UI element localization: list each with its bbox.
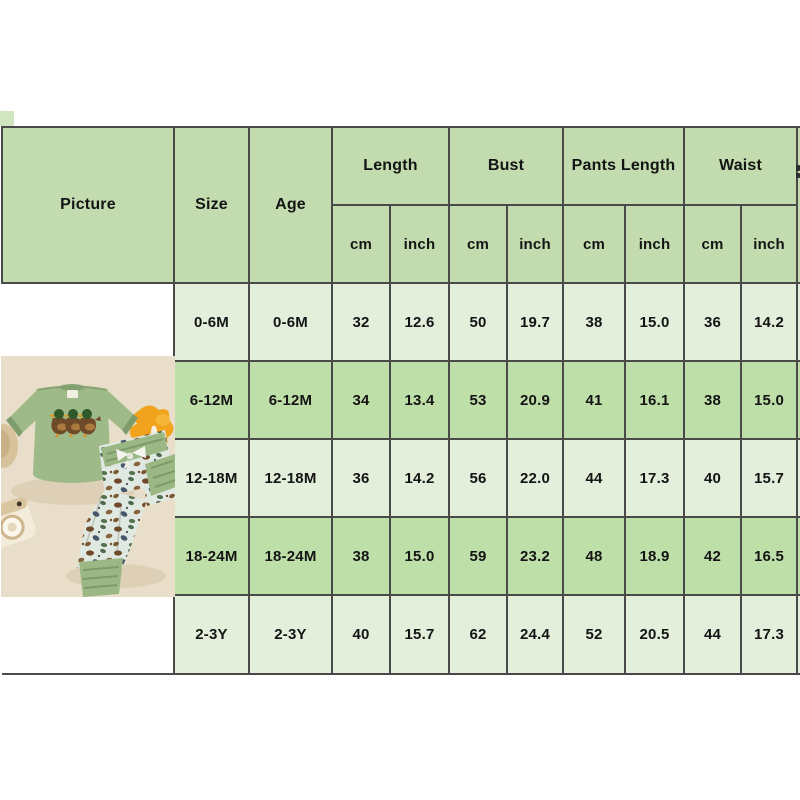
header-row-units: cm inch cm inch cm inch cm inch [2, 204, 800, 284]
waist-inch-cell: 17.3 [740, 594, 799, 675]
header-length: Length [331, 126, 450, 206]
waist-cm-cell: 40 [683, 438, 743, 518]
age-cell: 2-3Y [248, 594, 333, 675]
pants-inch-cell: 20.5 [624, 594, 686, 675]
length-cm-cell: 38 [331, 516, 391, 596]
unit-pants-inch: inch [624, 204, 686, 284]
header-row-groups: Picture Size Age Length Bust Pants Lengt… [1, 126, 800, 284]
header-cutoff-column [796, 126, 800, 284]
cutoff-cell [796, 360, 800, 440]
length-cm-cell: 34 [331, 360, 391, 440]
size-cell: 12-18M [173, 438, 250, 518]
header-age: Age [248, 126, 333, 284]
length-inch-cell: 15.0 [389, 516, 450, 596]
bust-inch-cell: 19.7 [505, 282, 565, 362]
tshirt [6, 384, 138, 483]
length-cm-cell: 32 [331, 282, 391, 362]
edge-artifact [0, 111, 14, 126]
pants-inch-cell: 18.9 [624, 516, 686, 596]
waistband-bow [116, 446, 146, 469]
length-inch-cell: 12.6 [389, 282, 450, 362]
size-cell: 6-12M [173, 360, 250, 440]
waist-inch-cell: 16.5 [740, 516, 799, 596]
waist-inch-cell: 15.0 [740, 360, 799, 440]
pants-cm-cell: 41 [562, 360, 627, 440]
cutoff-cell [796, 438, 800, 518]
bust-cm-cell: 53 [448, 360, 508, 440]
waist-cm-cell: 36 [683, 282, 743, 362]
waist-cm-cell: 44 [683, 594, 743, 675]
header-picture: Picture [1, 126, 175, 284]
product-photo [0, 356, 181, 597]
header-waist: Waist [683, 126, 799, 206]
pants-inch-cell: 15.0 [624, 282, 686, 362]
unit-waist-inch: inch [740, 204, 799, 284]
straw-hat-prop [0, 424, 18, 468]
unit-length-cm: cm [331, 204, 391, 284]
pants-cm-cell: 48 [562, 516, 627, 596]
header-bust: Bust [447, 126, 565, 206]
duck-embroidery-icon [49, 409, 101, 437]
bust-cm-cell: 62 [448, 594, 508, 675]
bust-inch-cell: 23.2 [505, 516, 565, 596]
cutoff-cell [796, 594, 800, 675]
age-cell: 6-12M [248, 360, 333, 440]
toy-camera-prop [0, 497, 36, 549]
pants-cm-cell: 38 [562, 282, 627, 362]
size-cell: 2-3Y [173, 594, 250, 675]
table-row: 6-12M 6-12M 34 13.4 53 20.9 41 16.1 38 1… [2, 360, 800, 440]
header-pants-length: Pants Length [562, 126, 686, 206]
length-inch-cell: 14.2 [389, 438, 450, 518]
pants-cm-cell: 44 [562, 438, 627, 518]
bust-cm-cell: 50 [448, 282, 508, 362]
bust-inch-cell: 22.0 [505, 438, 565, 518]
pants-inch-cell: 17.3 [624, 438, 686, 518]
unit-bust-inch: inch [505, 204, 565, 284]
picture-cell [0, 282, 181, 675]
header-size: Size [173, 126, 250, 284]
length-cm-cell: 36 [331, 438, 391, 518]
pants-cm-cell: 52 [562, 594, 627, 675]
waist-inch-cell: 14.2 [740, 282, 799, 362]
age-cell: 0-6M [248, 282, 333, 362]
unit-waist-cm: cm [683, 204, 743, 284]
cutoff-text-fragment [796, 165, 800, 171]
table-row: 12-18M 12-18M 36 14.2 56 22.0 44 17.3 40… [2, 438, 800, 518]
pants [77, 430, 181, 597]
size-cell: 18-24M [173, 516, 250, 596]
pants-inch-cell: 16.1 [624, 360, 686, 440]
cutoff-cell [796, 516, 800, 596]
cutoff-cell [796, 282, 800, 362]
unit-length-inch: inch [389, 204, 450, 284]
age-cell: 12-18M [248, 438, 333, 518]
bust-inch-cell: 24.4 [505, 594, 565, 675]
length-inch-cell: 13.4 [389, 360, 450, 440]
unit-pants-cm: cm [562, 204, 627, 284]
cutoff-text-fragment [796, 173, 800, 178]
bust-inch-cell: 20.9 [505, 360, 565, 440]
waist-inch-cell: 15.7 [740, 438, 799, 518]
table-row: 18-24M 18-24M 38 15.0 59 23.2 48 18.9 42… [2, 516, 800, 596]
waist-cm-cell: 38 [683, 360, 743, 440]
length-cm-cell: 40 [331, 594, 391, 675]
bust-cm-cell: 59 [448, 516, 508, 596]
table-row: 2-3Y 2-3Y 40 15.7 62 24.4 52 20.5 44 17.… [2, 594, 800, 675]
size-chart-table: Picture Size Age Length Bust Pants Lengt… [0, 126, 800, 675]
bust-cm-cell: 56 [448, 438, 508, 518]
size-cell: 0-6M [173, 282, 250, 362]
length-inch-cell: 15.7 [389, 594, 450, 675]
age-cell: 18-24M [248, 516, 333, 596]
unit-bust-cm: cm [448, 204, 508, 284]
table-row: 0-6M 0-6M 32 12.6 50 19.7 38 15.0 36 14.… [0, 282, 800, 675]
waist-cm-cell: 42 [683, 516, 743, 596]
